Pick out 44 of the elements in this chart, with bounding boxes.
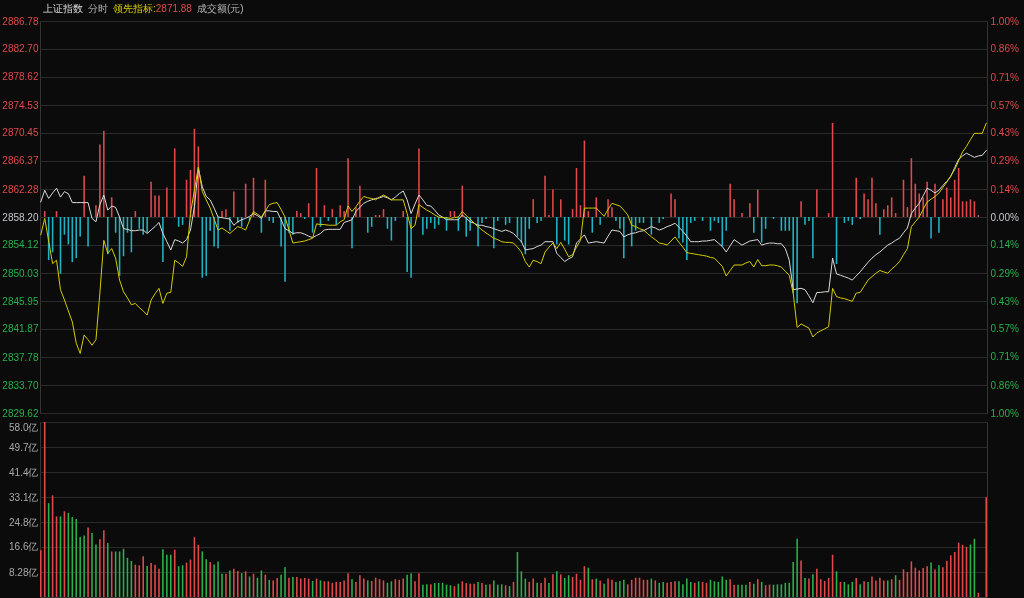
chart-subtitle: 分时 bbox=[88, 2, 108, 16]
y-tick-label: 2874.53 bbox=[2, 99, 39, 111]
y-tick-label: 2837.78 bbox=[2, 351, 39, 363]
y-tick-label: 33.1亿 bbox=[9, 491, 39, 503]
y-tick-label: 2829.62 bbox=[2, 407, 39, 419]
y-tick-label: 2850.03 bbox=[2, 267, 39, 279]
y2-tick-label: 1.00% bbox=[990, 407, 1019, 419]
text: 领先指标: bbox=[113, 3, 156, 14]
y2-tick-label: 0.57% bbox=[990, 99, 1019, 111]
y-tick-label: 2878.62 bbox=[2, 71, 39, 83]
y-tick-label: 2833.70 bbox=[2, 379, 39, 391]
y-tick-label: 2882.70 bbox=[2, 43, 39, 55]
text: 2871.88 bbox=[155, 3, 192, 14]
y-tick-label: 8.28亿 bbox=[9, 566, 39, 578]
y-tick-label: 49.7亿 bbox=[9, 441, 39, 453]
y2-tick-label: 0.14% bbox=[990, 184, 1019, 196]
y2-tick-label: 0.86% bbox=[990, 380, 1019, 392]
y2-tick-label: 0.43% bbox=[990, 295, 1019, 307]
text: 成交额(元) bbox=[196, 2, 244, 16]
y2-tick-label: 0.71% bbox=[990, 350, 1019, 362]
y-tick-label: 2870.45 bbox=[2, 127, 39, 139]
chart-title: 上证指数 bbox=[43, 2, 83, 16]
y2-tick-label: 0.00% bbox=[990, 211, 1019, 223]
y2-tick-label: 0.29% bbox=[990, 268, 1019, 280]
y-tick-label: 2886.78 bbox=[2, 15, 39, 27]
y2-tick-label: 0.86% bbox=[990, 42, 1019, 54]
y-tick-label: 2854.12 bbox=[2, 239, 39, 251]
y-tick-label: 24.8亿 bbox=[9, 516, 39, 528]
y-tick-label: 58.0亿 bbox=[9, 421, 39, 433]
y-tick-label: 2862.28 bbox=[2, 183, 39, 195]
y-tick-label: 2841.87 bbox=[2, 323, 39, 335]
y-tick-label: 41.4亿 bbox=[9, 466, 39, 478]
line-series bbox=[40, 149, 987, 304]
line-series bbox=[40, 122, 987, 354]
y2-tick-label: 0.71% bbox=[990, 72, 1019, 84]
y-tick-label: 2845.95 bbox=[2, 295, 39, 307]
y2-tick-label: 0.14% bbox=[990, 238, 1019, 250]
y2-tick-label: 0.57% bbox=[990, 323, 1019, 335]
y-tick-label: 2866.37 bbox=[2, 155, 39, 167]
y2-tick-label: 1.00% bbox=[990, 15, 1019, 27]
y2-tick-label: 0.29% bbox=[990, 154, 1019, 166]
y-tick-label: 2858.20 bbox=[2, 211, 39, 223]
y2-tick-label: 0.43% bbox=[990, 127, 1019, 139]
y-tick-label: 16.6亿 bbox=[9, 541, 39, 553]
